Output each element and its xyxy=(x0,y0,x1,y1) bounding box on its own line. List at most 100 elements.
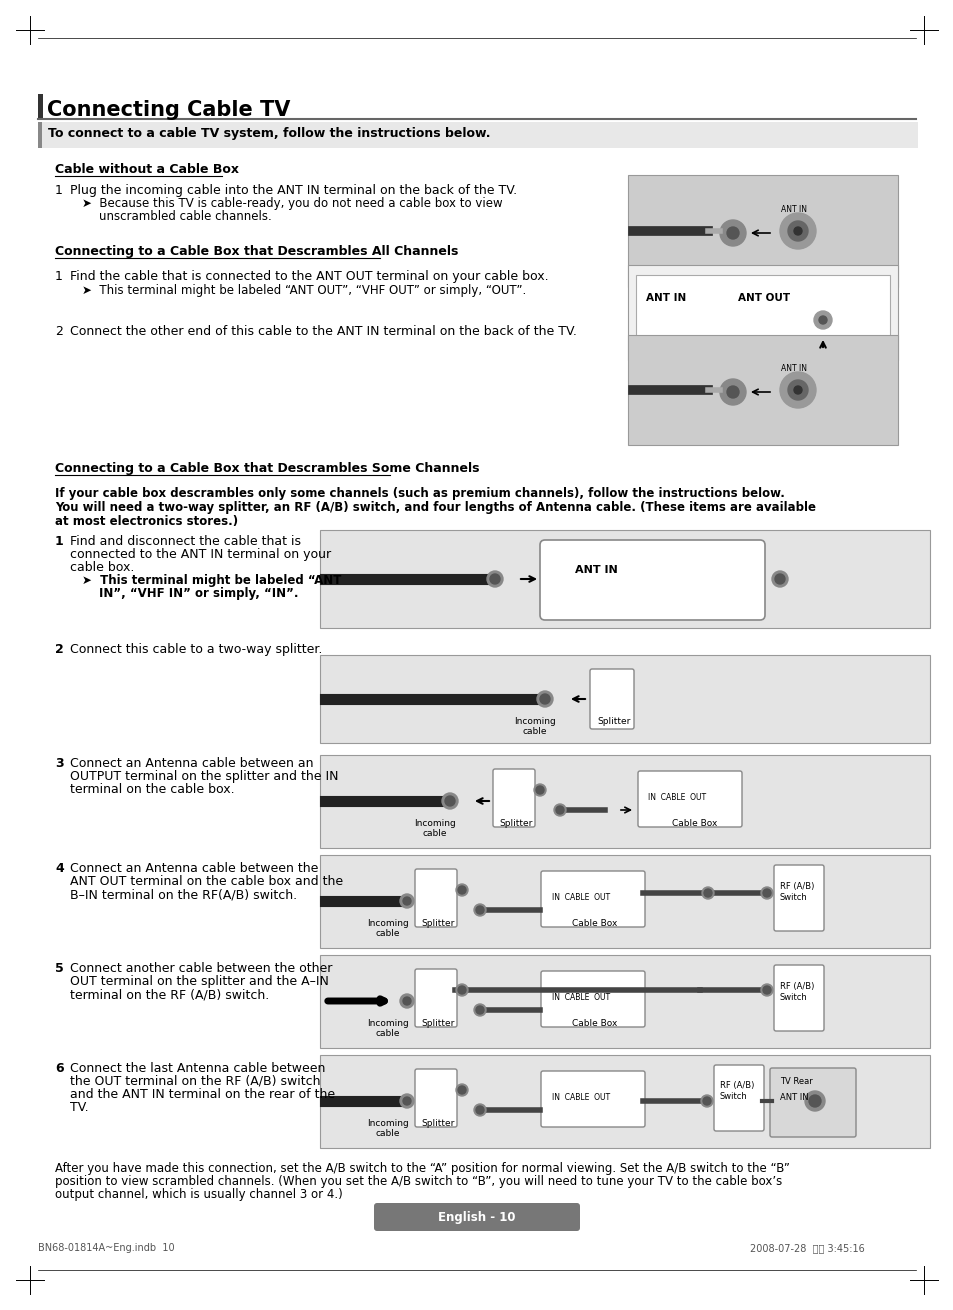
Circle shape xyxy=(399,994,414,1007)
Circle shape xyxy=(808,1095,821,1107)
Circle shape xyxy=(536,786,543,794)
Text: Find and disconnect the cable that is: Find and disconnect the cable that is xyxy=(70,534,301,548)
Text: Connect an Antenna cable between the: Connect an Antenna cable between the xyxy=(70,862,318,875)
Text: English - 10: English - 10 xyxy=(437,1210,516,1224)
Circle shape xyxy=(762,986,770,994)
Bar xyxy=(319,955,929,1048)
Text: terminal on the cable box.: terminal on the cable box. xyxy=(70,783,234,796)
Text: position to view scrambled channels. (When you set the A/B switch to “B”, you wi: position to view scrambled channels. (Wh… xyxy=(55,1175,781,1188)
Text: the OUT terminal on the RF (A/B) switch: the OUT terminal on the RF (A/B) switch xyxy=(70,1076,320,1089)
Circle shape xyxy=(813,310,831,329)
FancyBboxPatch shape xyxy=(769,1068,855,1137)
FancyBboxPatch shape xyxy=(539,540,764,620)
Circle shape xyxy=(762,889,770,897)
FancyBboxPatch shape xyxy=(374,1203,579,1231)
Circle shape xyxy=(490,574,499,584)
Circle shape xyxy=(726,386,739,398)
Circle shape xyxy=(787,380,807,400)
Text: 6: 6 xyxy=(55,1062,64,1076)
Text: After you have made this connection, set the A/B switch to the “A” position for : After you have made this connection, set… xyxy=(55,1162,789,1175)
Text: 2008-07-28  오후 3:45:16: 2008-07-28 오후 3:45:16 xyxy=(749,1243,863,1252)
Text: OUTPUT terminal on the splitter and the IN: OUTPUT terminal on the splitter and the … xyxy=(70,770,338,783)
FancyBboxPatch shape xyxy=(773,865,823,931)
Text: ➤  Because this TV is cable-ready, you do not need a cable box to view: ➤ Because this TV is cable-ready, you do… xyxy=(82,196,502,210)
Bar xyxy=(627,265,897,360)
Bar xyxy=(319,1055,929,1148)
Circle shape xyxy=(720,220,745,246)
Text: 2: 2 xyxy=(55,325,63,338)
Text: ANT IN: ANT IN xyxy=(575,565,618,575)
FancyBboxPatch shape xyxy=(415,969,456,1027)
Text: RF (A/B): RF (A/B) xyxy=(780,882,814,891)
Circle shape xyxy=(793,386,801,394)
Circle shape xyxy=(402,897,411,905)
Circle shape xyxy=(818,316,826,324)
Text: 3: 3 xyxy=(55,757,64,770)
Text: Splitter: Splitter xyxy=(498,819,532,828)
FancyBboxPatch shape xyxy=(638,772,741,827)
Text: connected to the ANT IN terminal on your: connected to the ANT IN terminal on your xyxy=(70,548,331,561)
Circle shape xyxy=(720,379,745,405)
Bar xyxy=(38,94,43,118)
Text: Connect this cable to a two-way splitter.: Connect this cable to a two-way splitter… xyxy=(70,643,322,656)
Text: IN  CABLE  OUT: IN CABLE OUT xyxy=(552,993,610,1002)
Text: 1: 1 xyxy=(55,534,64,548)
Text: Connecting to a Cable Box that Descrambles Some Channels: Connecting to a Cable Box that Descrambl… xyxy=(55,462,479,476)
Text: To connect to a cable TV system, follow the instructions below.: To connect to a cable TV system, follow … xyxy=(48,127,490,140)
Text: Incoming
cable: Incoming cable xyxy=(514,717,556,736)
Circle shape xyxy=(476,907,483,914)
Circle shape xyxy=(702,1096,710,1106)
FancyBboxPatch shape xyxy=(540,871,644,927)
Text: Find the cable that is connected to the ANT OUT terminal on your cable box.: Find the cable that is connected to the … xyxy=(70,270,548,283)
Bar xyxy=(627,176,897,287)
Text: You will need a two-way splitter, an RF (A/B) switch, and four lengths of Antenn: You will need a two-way splitter, an RF … xyxy=(55,500,815,514)
Text: terminal on the RF (A/B) switch.: terminal on the RF (A/B) switch. xyxy=(70,988,269,1001)
Circle shape xyxy=(780,214,815,249)
Circle shape xyxy=(457,1086,465,1094)
Text: ➤  This terminal might be labeled “ANT OUT”, “VHF OUT” or simply, “OUT”.: ➤ This terminal might be labeled “ANT OU… xyxy=(82,284,526,297)
Text: Splitter: Splitter xyxy=(597,717,630,726)
Text: Cable Box: Cable Box xyxy=(572,920,617,927)
Text: Cable without a Cable Box: Cable without a Cable Box xyxy=(55,162,239,176)
Text: RF (A/B): RF (A/B) xyxy=(780,982,814,990)
Circle shape xyxy=(399,893,414,908)
FancyBboxPatch shape xyxy=(493,769,535,827)
Text: TV.: TV. xyxy=(70,1100,89,1113)
Text: 5: 5 xyxy=(55,962,64,975)
Circle shape xyxy=(402,997,411,1005)
FancyBboxPatch shape xyxy=(589,669,634,728)
Text: unscrambled cable channels.: unscrambled cable channels. xyxy=(99,210,272,223)
Circle shape xyxy=(534,783,545,796)
Text: 1: 1 xyxy=(55,183,63,196)
Circle shape xyxy=(554,804,565,816)
Circle shape xyxy=(402,1096,411,1106)
Circle shape xyxy=(456,884,468,896)
Text: ANT IN: ANT IN xyxy=(781,204,806,214)
Circle shape xyxy=(774,574,784,584)
FancyBboxPatch shape xyxy=(713,1065,763,1131)
Circle shape xyxy=(457,886,465,893)
Circle shape xyxy=(804,1091,824,1111)
Circle shape xyxy=(703,889,711,897)
Circle shape xyxy=(771,571,787,587)
Text: Splitter: Splitter xyxy=(421,920,455,927)
Circle shape xyxy=(780,372,815,407)
Circle shape xyxy=(456,984,468,996)
Text: Cable Box: Cable Box xyxy=(672,819,717,828)
Circle shape xyxy=(444,796,455,806)
Bar xyxy=(319,755,929,848)
Circle shape xyxy=(486,571,502,587)
Text: Switch: Switch xyxy=(720,1093,747,1100)
Circle shape xyxy=(539,694,550,703)
Text: Incoming
cable: Incoming cable xyxy=(367,920,409,938)
Text: Splitter: Splitter xyxy=(421,1019,455,1028)
Text: ANT IN: ANT IN xyxy=(780,1093,808,1102)
Text: output channel, which is usually channel 3 or 4.): output channel, which is usually channel… xyxy=(55,1188,342,1201)
Text: IN  CABLE  OUT: IN CABLE OUT xyxy=(552,1093,610,1102)
Bar xyxy=(636,275,889,352)
Text: Connect another cable between the other: Connect another cable between the other xyxy=(70,962,332,975)
Bar xyxy=(319,855,929,948)
Circle shape xyxy=(537,690,553,707)
FancyBboxPatch shape xyxy=(540,1072,644,1127)
Text: B–IN terminal on the RF(A/B) switch.: B–IN terminal on the RF(A/B) switch. xyxy=(70,888,296,901)
